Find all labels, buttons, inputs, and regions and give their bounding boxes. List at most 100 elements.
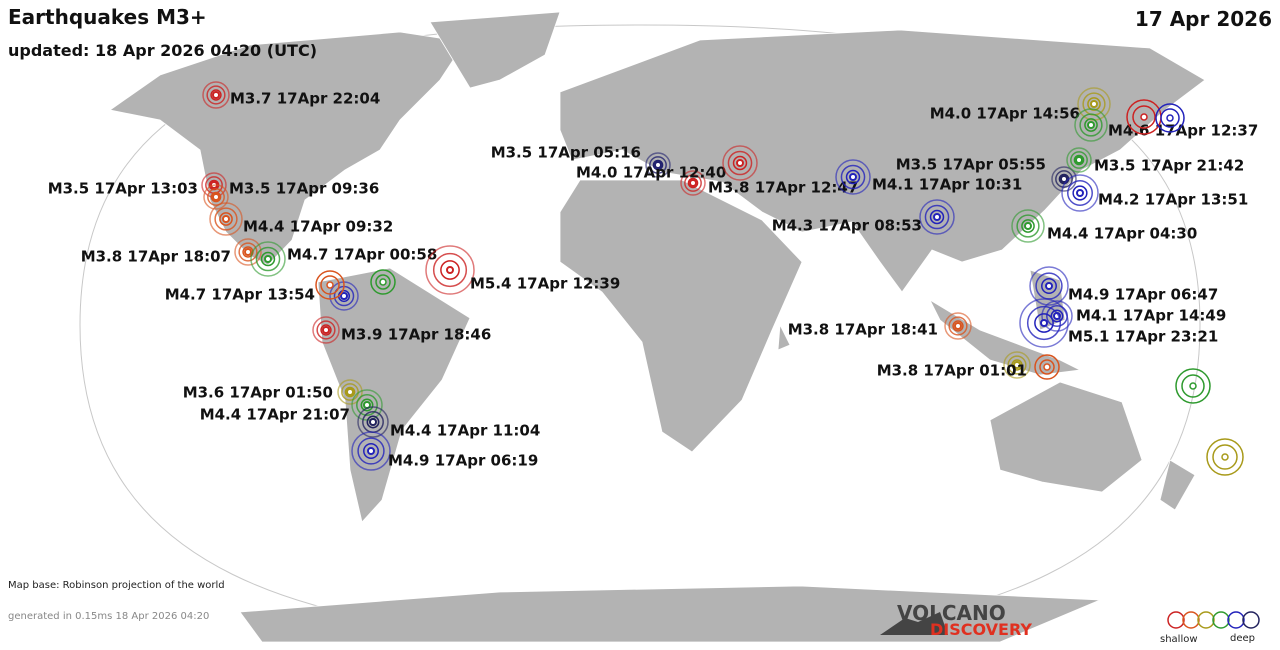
quake-label: M4.4 17Apr 09:32 bbox=[243, 218, 393, 236]
marker-ring bbox=[203, 184, 229, 210]
marker-ring bbox=[1067, 180, 1093, 206]
marker-ring bbox=[1011, 209, 1045, 243]
quake-label: M3.5 17Apr 21:42 bbox=[1094, 157, 1244, 175]
marker-ring bbox=[919, 199, 955, 235]
marker-ring bbox=[210, 89, 222, 101]
marker-ring bbox=[250, 241, 286, 277]
marker-center bbox=[212, 91, 220, 99]
marker-ring bbox=[238, 242, 258, 262]
extra-markers bbox=[315, 99, 1244, 476]
quake-marker bbox=[312, 316, 340, 344]
marker-ring bbox=[649, 156, 667, 174]
quake-marker bbox=[209, 202, 243, 236]
depth-legend: shallow deep bbox=[1160, 611, 1260, 645]
quake-label: M4.4 17Apr 21:07 bbox=[200, 406, 350, 424]
marker-ring bbox=[727, 150, 753, 176]
marker-center bbox=[1013, 361, 1021, 369]
marker-ring bbox=[1050, 309, 1064, 323]
marker-ring bbox=[645, 152, 671, 178]
marker-center bbox=[1076, 189, 1084, 197]
marker-ring bbox=[1029, 266, 1069, 306]
quake-marker bbox=[337, 379, 363, 405]
quake-label: M4.7 17Apr 13:54 bbox=[165, 286, 315, 304]
marker-center bbox=[264, 255, 272, 263]
marker-ring bbox=[1087, 97, 1101, 111]
marker-center bbox=[849, 173, 857, 181]
quake-marker bbox=[680, 170, 706, 196]
brand-bottom: DISCOVERY bbox=[930, 620, 1032, 639]
marker-ring bbox=[687, 177, 699, 189]
marker-center bbox=[1060, 175, 1068, 183]
quake-marker bbox=[835, 159, 871, 195]
marker-ring bbox=[1019, 298, 1069, 348]
marker-ring bbox=[209, 202, 243, 236]
marker-ring bbox=[929, 209, 945, 225]
marker-ring bbox=[440, 260, 460, 280]
quake-marker bbox=[722, 145, 758, 181]
marker-ring bbox=[1051, 166, 1077, 192]
marker-ring bbox=[1070, 151, 1088, 169]
marker-ring bbox=[944, 312, 972, 340]
marker-ring bbox=[1074, 108, 1108, 142]
marker-ring bbox=[210, 191, 222, 203]
quake-marker bbox=[425, 245, 475, 295]
quake-label: M3.5 17Apr 13:03 bbox=[48, 180, 198, 198]
quake-label: M4.1 17Apr 10:31 bbox=[872, 176, 1022, 194]
marker-ring bbox=[680, 170, 706, 196]
quake-label: M5.1 17Apr 23:21 bbox=[1068, 328, 1218, 346]
quake-marker bbox=[1011, 209, 1045, 243]
marker-center bbox=[446, 266, 454, 274]
marker-ring bbox=[432, 252, 468, 288]
marker-ring bbox=[1073, 154, 1085, 166]
land bbox=[109, 11, 1206, 643]
quake-label: M4.4 17Apr 11:04 bbox=[390, 422, 540, 440]
marker-ring bbox=[1079, 113, 1103, 137]
legend-shallow: shallow bbox=[1160, 634, 1198, 645]
quake-marker bbox=[351, 389, 383, 421]
quake-marker bbox=[1066, 147, 1092, 173]
marker-ring bbox=[357, 406, 389, 438]
marker-ring bbox=[344, 386, 356, 398]
legend-deep: deep bbox=[1230, 633, 1255, 644]
marker-ring bbox=[316, 320, 336, 340]
title: Earthquakes M3+ bbox=[8, 5, 207, 29]
quake-label: M3.7 17Apr 22:04 bbox=[230, 90, 380, 108]
marker-ring bbox=[722, 145, 758, 181]
marker-center bbox=[654, 161, 662, 169]
marker-ring bbox=[1016, 214, 1040, 238]
marker-center bbox=[222, 215, 230, 223]
marker-ring bbox=[924, 204, 950, 230]
marker-ring bbox=[1041, 278, 1057, 294]
marker-ring bbox=[835, 159, 871, 195]
brand-top: VOLCANO bbox=[897, 601, 1006, 625]
marker-ring bbox=[1034, 313, 1054, 333]
marker-ring bbox=[845, 169, 861, 185]
brand-logo: VOLCANO DISCOVERY bbox=[880, 601, 1032, 639]
marker-ring bbox=[1026, 305, 1062, 341]
marker-center bbox=[340, 292, 348, 300]
quake-marker bbox=[1061, 174, 1099, 212]
marker-ring bbox=[206, 85, 226, 105]
marker-center bbox=[369, 418, 377, 426]
marker-center bbox=[736, 159, 744, 167]
quake-label: M3.6 17Apr 01:50 bbox=[183, 384, 333, 402]
date: 17 Apr 2026 bbox=[1135, 7, 1272, 31]
marker-ring bbox=[320, 324, 332, 336]
marker-ring bbox=[1021, 219, 1035, 233]
marker-ring bbox=[214, 207, 238, 231]
marker-center bbox=[346, 388, 354, 396]
marker-center bbox=[1024, 222, 1032, 230]
quake-marker bbox=[250, 241, 286, 277]
quake-label: M4.9 17Apr 06:19 bbox=[388, 452, 538, 470]
marker-center bbox=[1087, 121, 1095, 129]
quake-marker bbox=[944, 312, 972, 340]
marker-center bbox=[212, 193, 220, 201]
marker-center bbox=[244, 248, 252, 256]
quake-label: M4.3 17Apr 08:53 bbox=[772, 217, 922, 235]
marker-ring bbox=[948, 316, 968, 336]
quake-label: M4.6 17Apr 12:37 bbox=[1108, 122, 1258, 140]
marker-center bbox=[933, 213, 941, 221]
marker-ring bbox=[357, 437, 385, 465]
quake-label: M4.1 17Apr 14:49 bbox=[1076, 307, 1226, 325]
